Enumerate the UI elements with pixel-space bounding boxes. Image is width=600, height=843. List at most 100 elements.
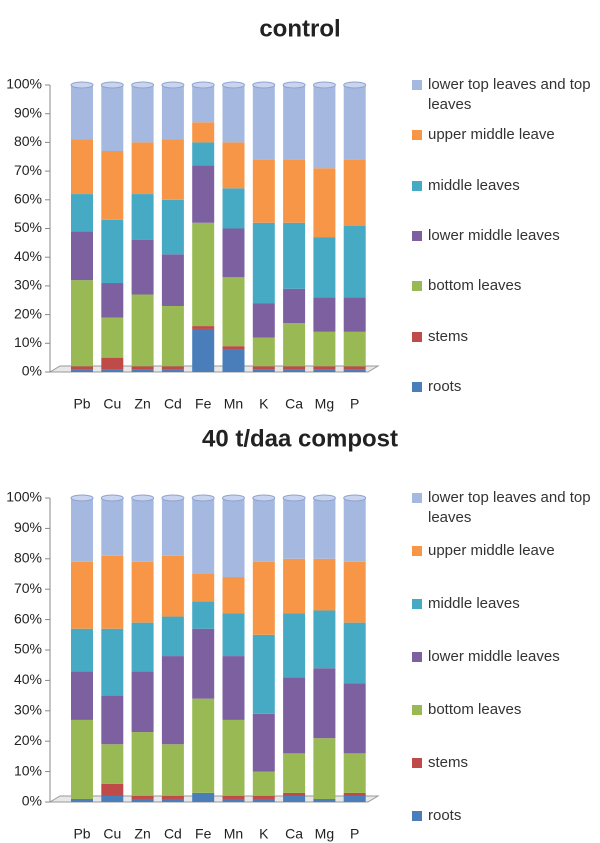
y-tick-label: 70% — [14, 580, 42, 596]
legend-label: lower top leaves and top leaves — [428, 76, 591, 113]
bar-segment — [283, 613, 306, 678]
bar-segment — [131, 798, 154, 802]
bar-segment — [101, 219, 124, 284]
bar-segment — [131, 369, 154, 372]
legend-swatch — [412, 130, 422, 141]
bar-cap — [222, 81, 245, 89]
bar-segment — [222, 577, 245, 614]
y-tick-label: 50% — [14, 641, 42, 657]
y-tick-label: 50% — [14, 219, 42, 235]
bar-segment — [252, 795, 275, 799]
x-tick-label: Ca — [285, 396, 303, 412]
bar-cap — [161, 494, 185, 502]
bar-segment — [252, 798, 275, 802]
bar-segment — [222, 656, 245, 720]
bar-cap — [191, 81, 215, 89]
bar-segment — [252, 222, 275, 304]
y-tick-label: 40% — [14, 248, 42, 264]
bar-segment — [313, 498, 336, 559]
bar-cap — [312, 494, 336, 502]
legend-item: middle leaves — [412, 176, 600, 196]
bar-segment — [131, 366, 154, 370]
x-tick-label: P — [350, 396, 359, 412]
x-tick-label: Zn — [134, 396, 150, 412]
legend-item: stems — [412, 753, 600, 773]
bar-segment — [252, 369, 275, 372]
legend-swatch — [412, 546, 422, 557]
legend-label: stems — [428, 327, 469, 345]
bar-segment — [101, 283, 124, 318]
bar-segment — [313, 668, 336, 739]
y-tick-label: 30% — [14, 277, 42, 293]
legend-item: lower middle leaves — [412, 647, 600, 667]
legend-swatch — [412, 230, 422, 241]
bar-segment — [222, 277, 245, 347]
legend-swatch — [412, 652, 422, 663]
x-tick-label: Mn — [224, 396, 243, 412]
legend-label: stems — [428, 754, 469, 772]
bar-segment — [283, 677, 306, 754]
y-tick-label: 60% — [14, 191, 42, 207]
bar-segment — [192, 326, 215, 329]
legend-label: middle leaves — [428, 595, 520, 613]
bar-segment — [131, 732, 154, 796]
bar-segment — [222, 85, 245, 143]
legend-item: bottom leaves — [412, 700, 600, 720]
bar-segment — [222, 346, 245, 350]
y-tick-label: 40% — [14, 671, 42, 687]
bar-segment — [252, 771, 275, 796]
legend-swatch — [412, 705, 422, 716]
legend-label: middle leaves — [428, 176, 520, 194]
x-tick-label: Pb — [73, 826, 90, 842]
x-tick-label: Pb — [73, 396, 90, 412]
bar-segment — [192, 698, 215, 793]
bar-cap — [343, 81, 367, 89]
bar-segment — [71, 561, 93, 629]
bar-cap — [100, 494, 124, 502]
bar-segment — [313, 610, 336, 669]
y-tick-label: 10% — [14, 334, 42, 350]
bar-segment — [161, 795, 184, 799]
bar-segment — [313, 237, 336, 298]
bar-segment — [283, 288, 306, 324]
bar-segment — [71, 194, 93, 232]
bar-segment — [313, 85, 336, 169]
bar-segment — [343, 753, 366, 793]
legend-label: roots — [428, 807, 462, 825]
bar-segment — [192, 122, 215, 143]
bar-cap — [131, 494, 155, 502]
bar-segment — [192, 222, 215, 327]
y-tick-label: 90% — [14, 519, 42, 535]
bar-segment — [192, 165, 215, 223]
bar-segment — [313, 738, 336, 799]
x-tick-label: Mn — [224, 826, 243, 842]
bar-segment — [192, 601, 215, 629]
bar-segment — [313, 798, 336, 802]
bar-segment — [131, 498, 154, 562]
bar-segment — [343, 85, 366, 160]
bar-cap — [100, 81, 124, 89]
legend-swatch — [412, 381, 422, 392]
bar-cap — [312, 81, 336, 89]
legend-swatch — [412, 331, 422, 342]
bar-cap — [161, 81, 185, 89]
legend-item: upper middle leave — [412, 125, 600, 145]
bar-segment — [71, 628, 93, 672]
legend-label: lower top leaves and top leaves — [428, 489, 591, 526]
x-tick-label: P — [350, 826, 359, 842]
bar-cap — [131, 81, 155, 89]
bar-segment — [161, 555, 184, 617]
legend-item: roots — [412, 806, 600, 826]
y-tick-label: 100% — [6, 489, 42, 505]
bar-segment — [101, 357, 124, 370]
bar-segment — [192, 792, 215, 802]
x-tick-label: Cu — [103, 826, 121, 842]
bar-segment — [252, 303, 275, 338]
bar-segment — [283, 792, 306, 796]
bar-segment — [252, 498, 275, 562]
bar-segment — [71, 369, 93, 372]
bar-segment — [101, 369, 124, 372]
bar-segment — [101, 498, 124, 556]
bar-segment — [343, 159, 366, 226]
